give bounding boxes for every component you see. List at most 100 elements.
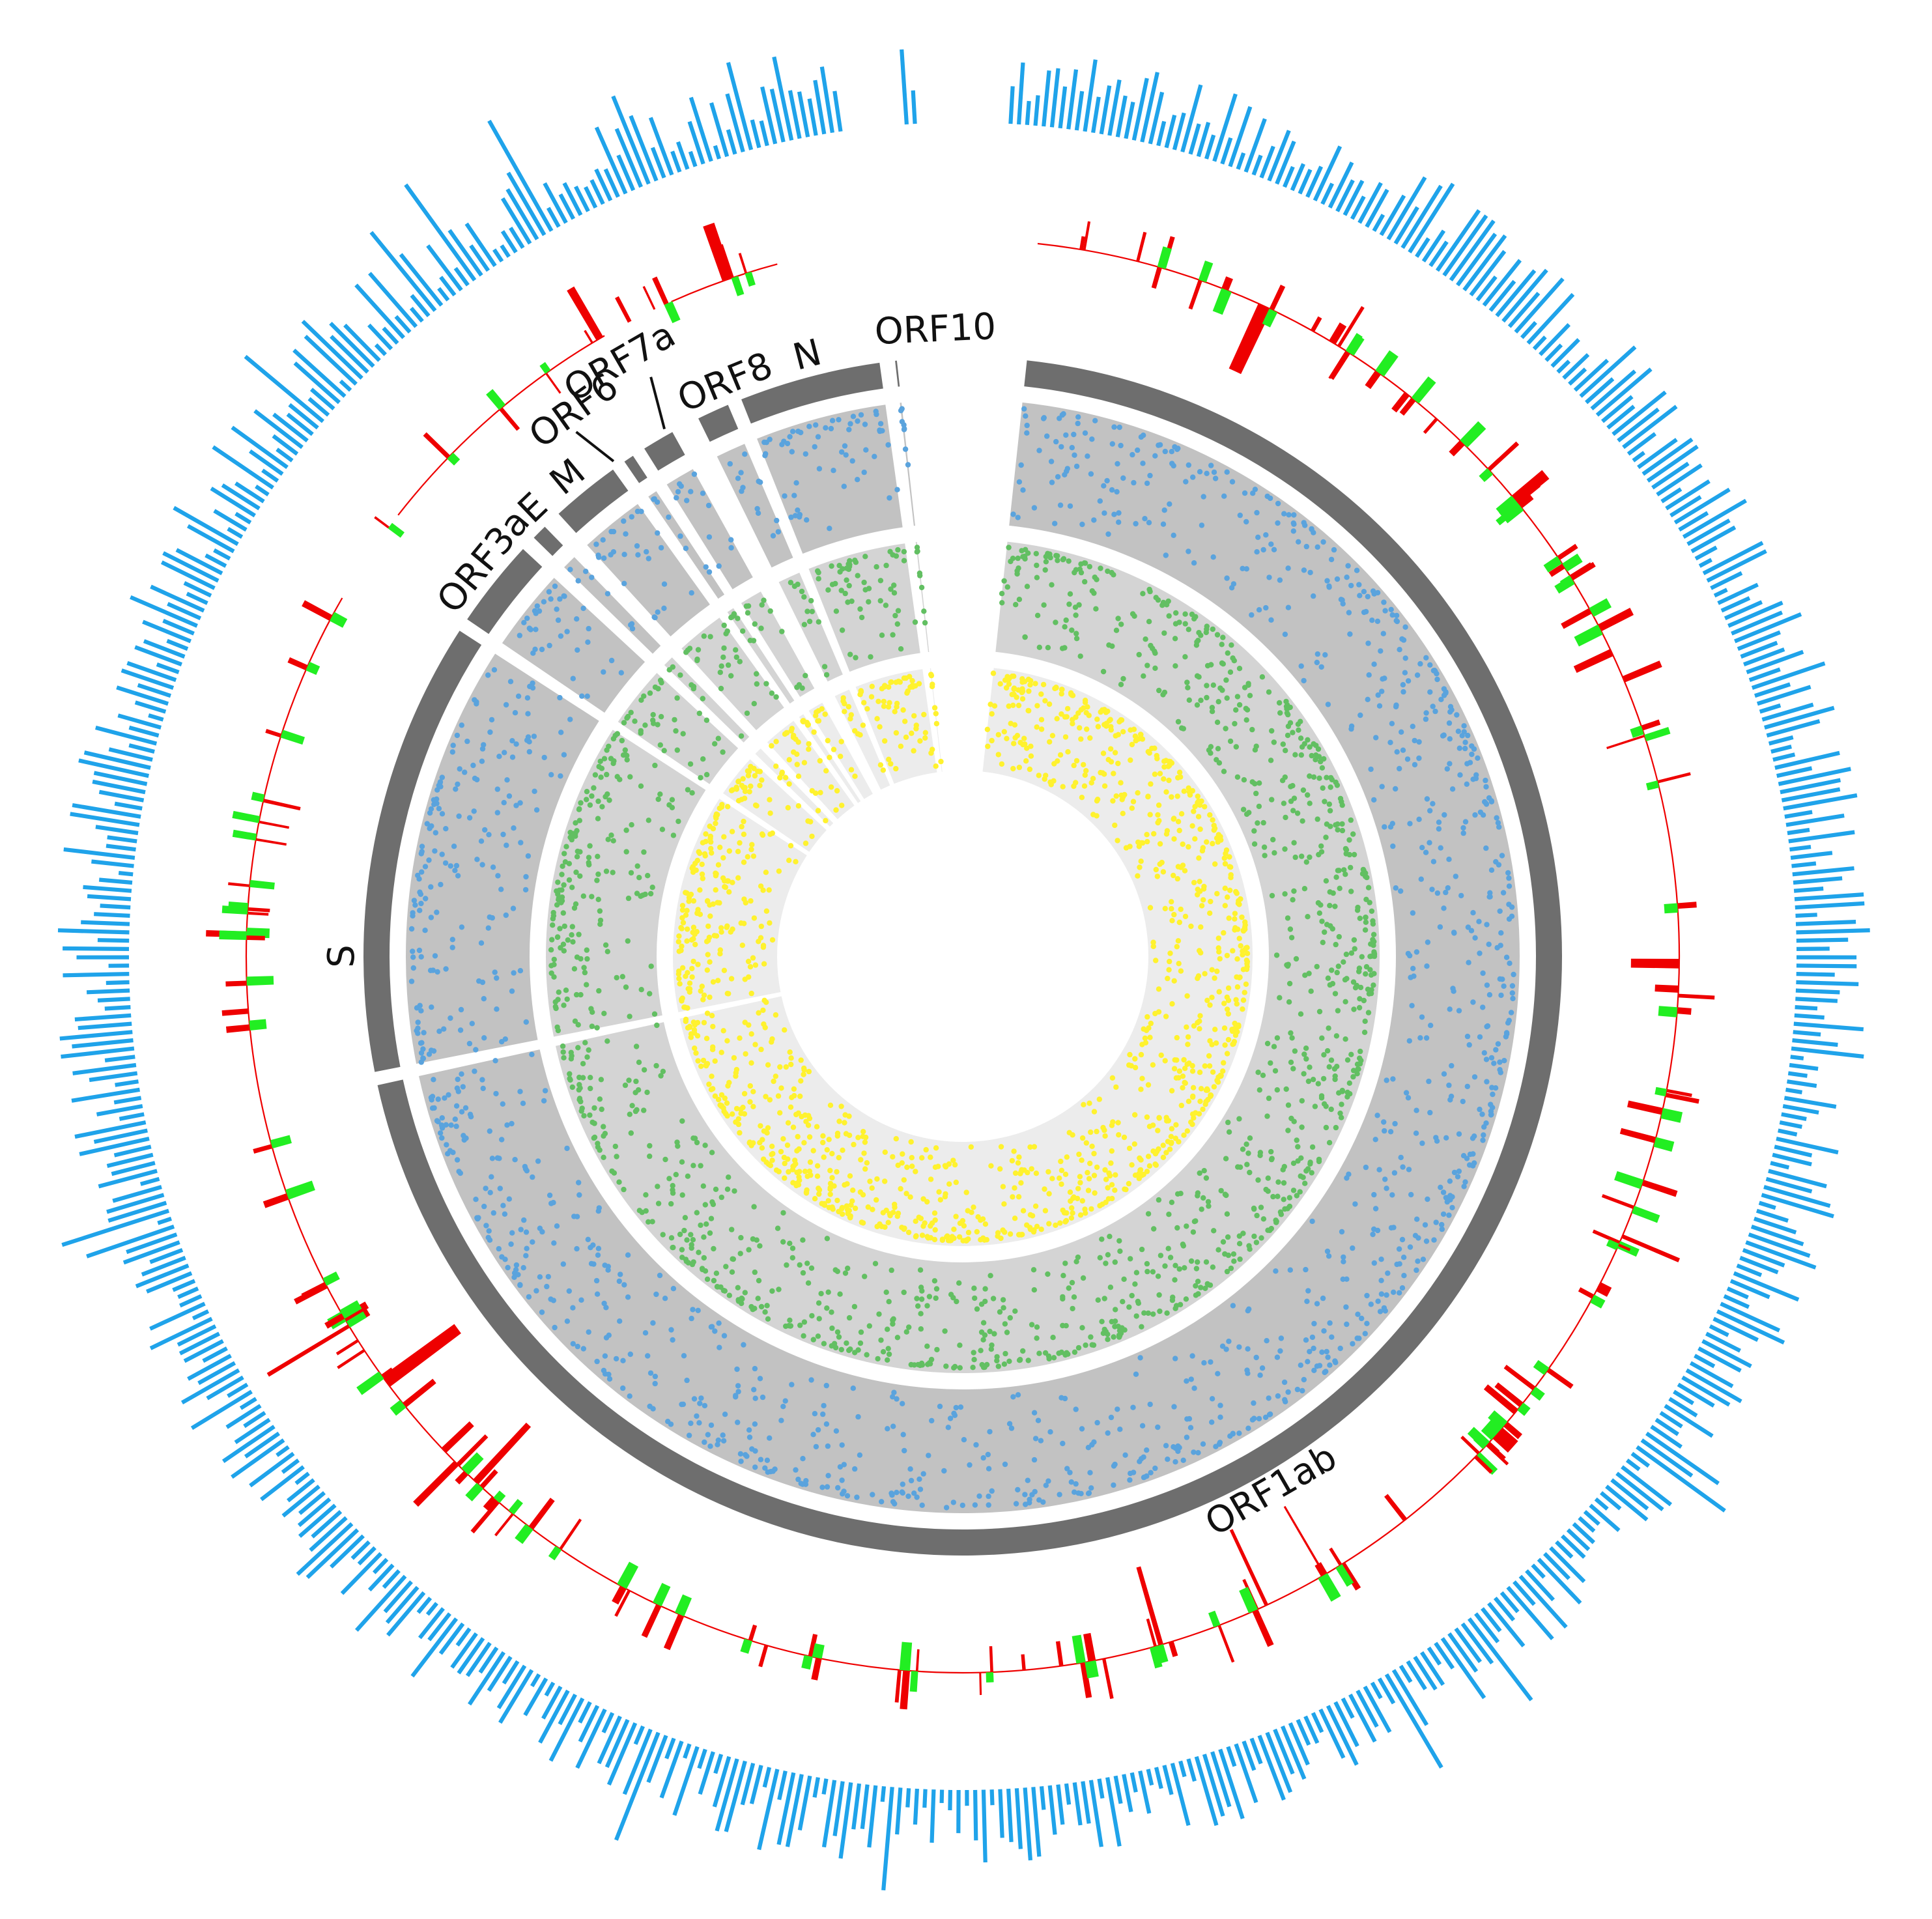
scatter-point-blue	[428, 884, 433, 889]
scatter-point-blue	[1071, 432, 1076, 437]
scatter-point-green	[561, 1055, 566, 1060]
scatter-point-green	[1120, 676, 1126, 681]
scatter-point-blue	[434, 788, 440, 793]
histogram-bar	[1793, 878, 1842, 883]
scatter-point-blue	[1467, 1162, 1472, 1167]
histogram-bar	[1367, 190, 1387, 227]
scatter-point-yellow	[1159, 1053, 1164, 1058]
scatter-point-yellow	[749, 991, 754, 996]
scatter-point-green	[1316, 852, 1321, 857]
scatter-point-green	[1245, 683, 1251, 688]
scatter-point-blue	[530, 1174, 535, 1180]
scatter-point-blue	[855, 477, 860, 482]
scatter-point-blue	[1326, 702, 1331, 707]
scatter-point-green	[649, 963, 654, 969]
scatter-point-blue	[527, 749, 532, 754]
scatter-point-green	[982, 1286, 987, 1291]
scatter-point-green	[775, 1226, 780, 1231]
scatter-point-yellow	[741, 860, 746, 865]
scatter-point-blue	[1379, 1291, 1384, 1296]
scatter-point-blue	[474, 857, 479, 862]
scatter-point-yellow	[1186, 844, 1191, 849]
scatter-point-blue	[1350, 1341, 1355, 1346]
scatter-point-yellow	[751, 853, 756, 859]
scatter-point-yellow	[1087, 1176, 1092, 1181]
scatter-point-yellow	[1043, 1208, 1048, 1213]
scatter-point-green	[1329, 967, 1334, 973]
scatter-point-green	[1284, 704, 1289, 709]
scatter-point-blue	[1493, 859, 1498, 864]
scatter-point-blue	[1447, 1006, 1453, 1012]
scatter-point-blue	[1388, 1129, 1393, 1134]
variant-bar-red	[1504, 1365, 1536, 1390]
scatter-point-green	[1006, 1359, 1012, 1364]
scatter-point-yellow	[1041, 682, 1046, 687]
scatter-point-green	[942, 1328, 947, 1333]
scatter-point-yellow	[689, 966, 694, 971]
scatter-point-yellow	[928, 1154, 933, 1159]
scatter-point-yellow	[1186, 1099, 1191, 1104]
scatter-point-blue	[1266, 575, 1271, 580]
scatter-point-blue	[1404, 1090, 1409, 1095]
scatter-point-blue	[776, 529, 781, 534]
scatter-point-yellow	[1230, 948, 1235, 953]
scatter-point-blue	[1359, 1316, 1364, 1321]
scatter-point-green	[1318, 902, 1323, 907]
histogram-bar	[1156, 1767, 1161, 1789]
scatter-point-blue	[973, 1502, 978, 1507]
scatter-point-blue	[1510, 996, 1515, 1001]
scatter-point-blue	[567, 1288, 572, 1294]
scatter-point-green	[594, 877, 599, 883]
scatter-point-blue	[946, 1425, 951, 1430]
scatter-point-blue	[976, 1494, 982, 1499]
scatter-point-green	[623, 984, 629, 989]
scatter-point-yellow	[749, 1031, 754, 1036]
scatter-point-blue	[771, 1468, 776, 1473]
scatter-point-blue	[709, 1324, 714, 1329]
scatter-point-blue	[586, 1329, 591, 1335]
scatter-point-blue	[894, 487, 900, 492]
scatter-point-yellow	[760, 1145, 765, 1150]
scatter-point-yellow	[886, 1220, 891, 1225]
scatter-point-green	[692, 1135, 698, 1141]
scatter-point-blue	[1260, 1365, 1265, 1371]
scatter-point-green	[862, 554, 868, 559]
scatter-point-blue	[1110, 441, 1115, 446]
scatter-point-blue	[754, 506, 760, 511]
scatter-point-green	[845, 599, 850, 604]
scatter-point-blue	[1191, 1449, 1196, 1455]
variant-bar-red	[226, 1024, 250, 1032]
scatter-point-green	[1257, 804, 1262, 809]
scatter-point-green	[1016, 556, 1021, 561]
scatter-point-blue	[1070, 445, 1075, 450]
scatter-point-green	[1139, 1247, 1144, 1252]
scatter-point-green	[876, 1311, 881, 1316]
scatter-point-blue	[1161, 522, 1166, 527]
scatter-point-blue	[511, 970, 516, 975]
histogram-bar	[89, 1073, 137, 1080]
scatter-point-yellow	[807, 1169, 812, 1174]
scatter-point-green	[1099, 1319, 1104, 1324]
scatter-point-green	[1013, 602, 1018, 607]
scatter-point-green	[1206, 1203, 1211, 1208]
scatter-point-green	[1352, 937, 1357, 943]
scatter-point-blue	[1425, 939, 1430, 945]
scatter-point-blue	[1460, 825, 1466, 831]
scatter-point-green	[1002, 1351, 1008, 1356]
histogram-bar	[115, 1081, 139, 1085]
scatter-point-green	[834, 608, 839, 614]
scatter-point-yellow	[1026, 689, 1031, 694]
scatter-point-green	[1348, 865, 1353, 870]
scatter-point-blue	[1400, 1285, 1405, 1290]
scatter-point-blue	[620, 1386, 625, 1391]
scatter-point-green	[1265, 1228, 1270, 1233]
scatter-point-green	[1118, 682, 1124, 687]
scatter-point-green	[1068, 591, 1073, 597]
scatter-point-green	[1114, 628, 1119, 633]
variant-bar-green	[1375, 350, 1398, 377]
histogram-bar	[1514, 1582, 1534, 1604]
scatter-point-blue	[1183, 479, 1188, 484]
scatter-point-blue	[456, 1088, 461, 1094]
scatter-point-yellow	[788, 1062, 793, 1067]
histogram-bar	[412, 1619, 457, 1677]
